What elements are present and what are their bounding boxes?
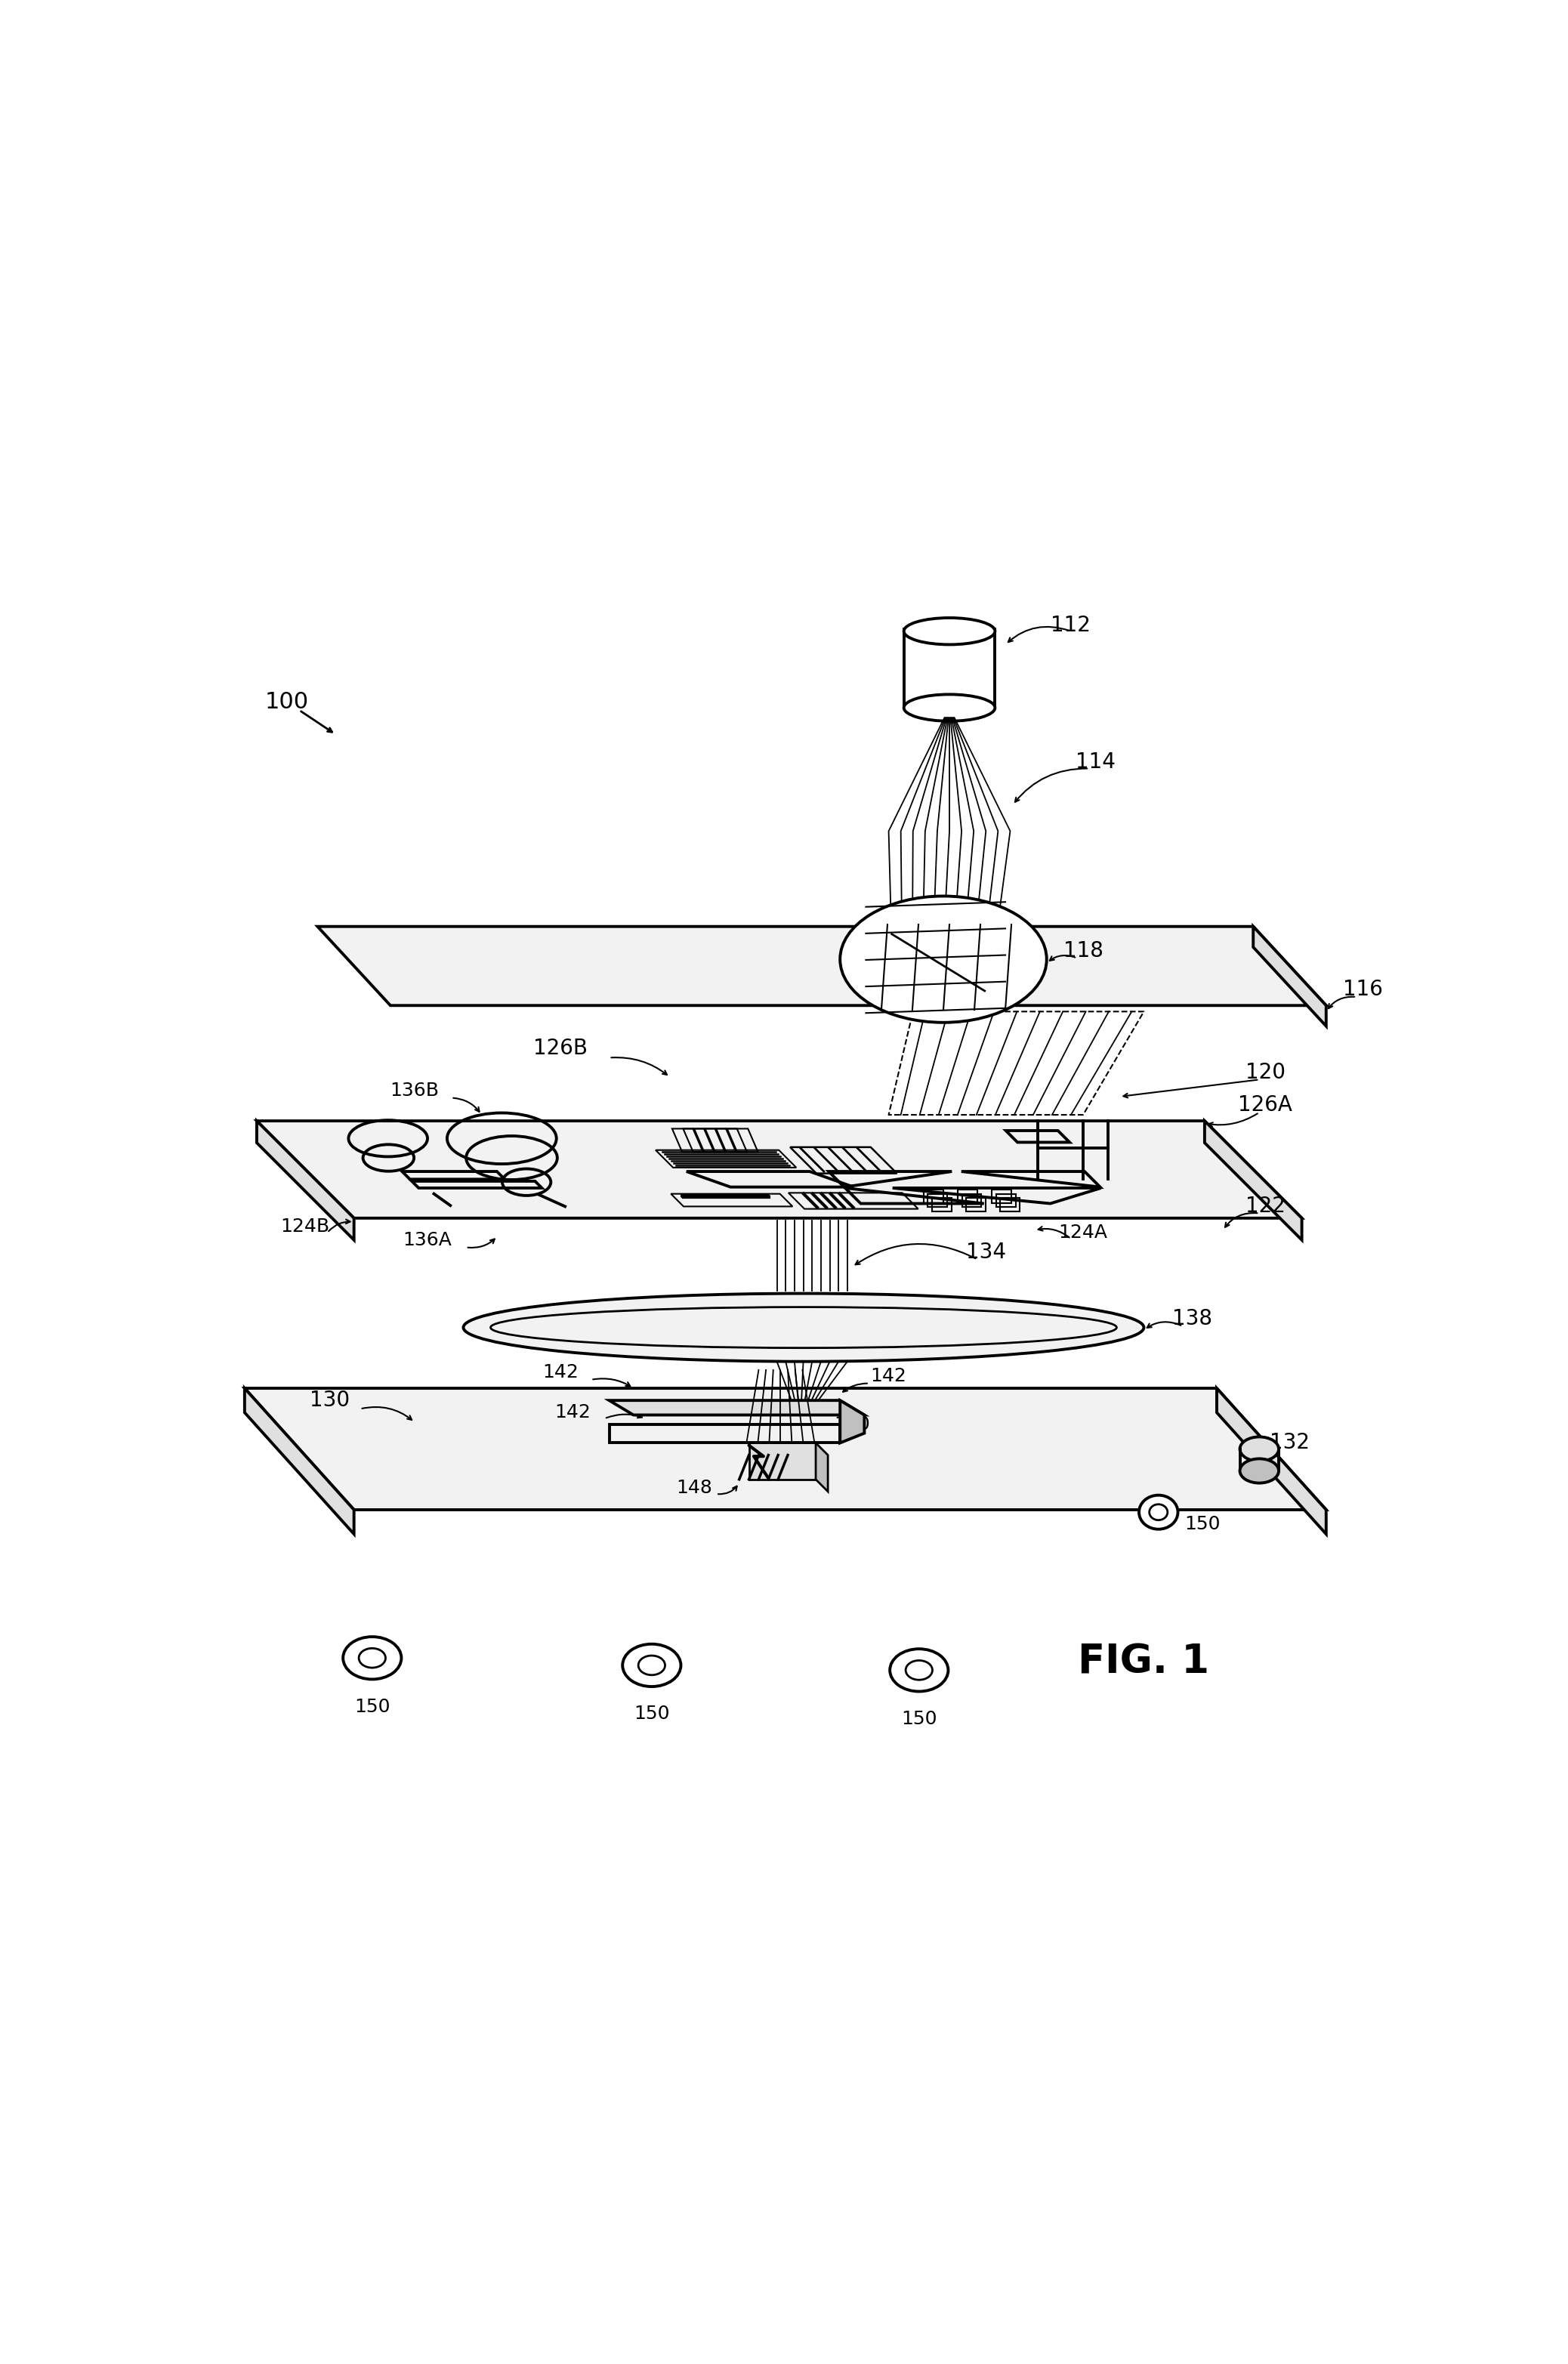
Ellipse shape — [906, 1660, 933, 1681]
Ellipse shape — [1149, 1504, 1168, 1520]
Text: 124A: 124A — [1058, 1225, 1107, 1241]
Text: 150: 150 — [633, 1704, 670, 1723]
Bar — [993, 1189, 1011, 1203]
Ellipse shape — [638, 1655, 665, 1676]
Text: 112: 112 — [1051, 615, 1091, 636]
Text: 132: 132 — [1270, 1433, 1309, 1454]
Text: 148: 148 — [676, 1480, 712, 1496]
Polygon shape — [1217, 1388, 1327, 1534]
Text: 136A: 136A — [403, 1232, 452, 1248]
Polygon shape — [840, 1399, 864, 1442]
Polygon shape — [317, 927, 1327, 1005]
Text: 124B: 124B — [281, 1217, 329, 1236]
Polygon shape — [1204, 1121, 1301, 1241]
Text: 120: 120 — [1245, 1061, 1286, 1083]
Text: 116: 116 — [1342, 979, 1383, 1000]
Polygon shape — [245, 1388, 354, 1534]
Text: 150: 150 — [902, 1709, 938, 1728]
Bar — [966, 1199, 986, 1210]
Ellipse shape — [464, 1293, 1145, 1362]
Text: 126B: 126B — [533, 1038, 588, 1059]
Ellipse shape — [359, 1648, 386, 1667]
Text: 100: 100 — [265, 690, 309, 712]
Polygon shape — [815, 1442, 828, 1492]
Text: 142: 142 — [870, 1366, 906, 1385]
Ellipse shape — [1240, 1459, 1279, 1482]
Text: 150: 150 — [354, 1697, 390, 1716]
Polygon shape — [257, 1121, 354, 1241]
Polygon shape — [245, 1388, 1327, 1511]
Text: 118: 118 — [1063, 941, 1102, 962]
Ellipse shape — [891, 1650, 949, 1690]
Ellipse shape — [343, 1636, 401, 1678]
Polygon shape — [608, 1399, 864, 1416]
Text: 136B: 136B — [390, 1080, 439, 1099]
Text: 122: 122 — [1245, 1196, 1286, 1217]
Text: 140: 140 — [834, 1416, 870, 1433]
Bar — [958, 1189, 977, 1203]
Ellipse shape — [903, 617, 996, 645]
Text: 142: 142 — [543, 1364, 579, 1381]
Text: 126A: 126A — [1239, 1095, 1292, 1116]
Ellipse shape — [840, 896, 1047, 1024]
Text: 134: 134 — [966, 1241, 1007, 1262]
Ellipse shape — [1138, 1494, 1178, 1530]
Polygon shape — [750, 1442, 815, 1480]
Text: 114: 114 — [1076, 752, 1115, 773]
Text: 138: 138 — [1173, 1307, 1212, 1329]
Text: 130: 130 — [309, 1390, 350, 1411]
Ellipse shape — [1240, 1437, 1279, 1461]
Bar — [928, 1194, 947, 1208]
Polygon shape — [1253, 927, 1327, 1026]
Bar — [1000, 1199, 1019, 1210]
Polygon shape — [608, 1425, 840, 1442]
Ellipse shape — [903, 695, 996, 721]
Bar — [963, 1194, 982, 1208]
Polygon shape — [257, 1121, 1301, 1217]
Text: FIG. 1: FIG. 1 — [1079, 1643, 1209, 1681]
Bar — [924, 1189, 944, 1203]
Bar — [996, 1194, 1016, 1208]
Text: 150: 150 — [1184, 1515, 1220, 1534]
Text: 142: 142 — [555, 1404, 591, 1421]
Bar — [931, 1199, 952, 1210]
Ellipse shape — [622, 1643, 681, 1686]
